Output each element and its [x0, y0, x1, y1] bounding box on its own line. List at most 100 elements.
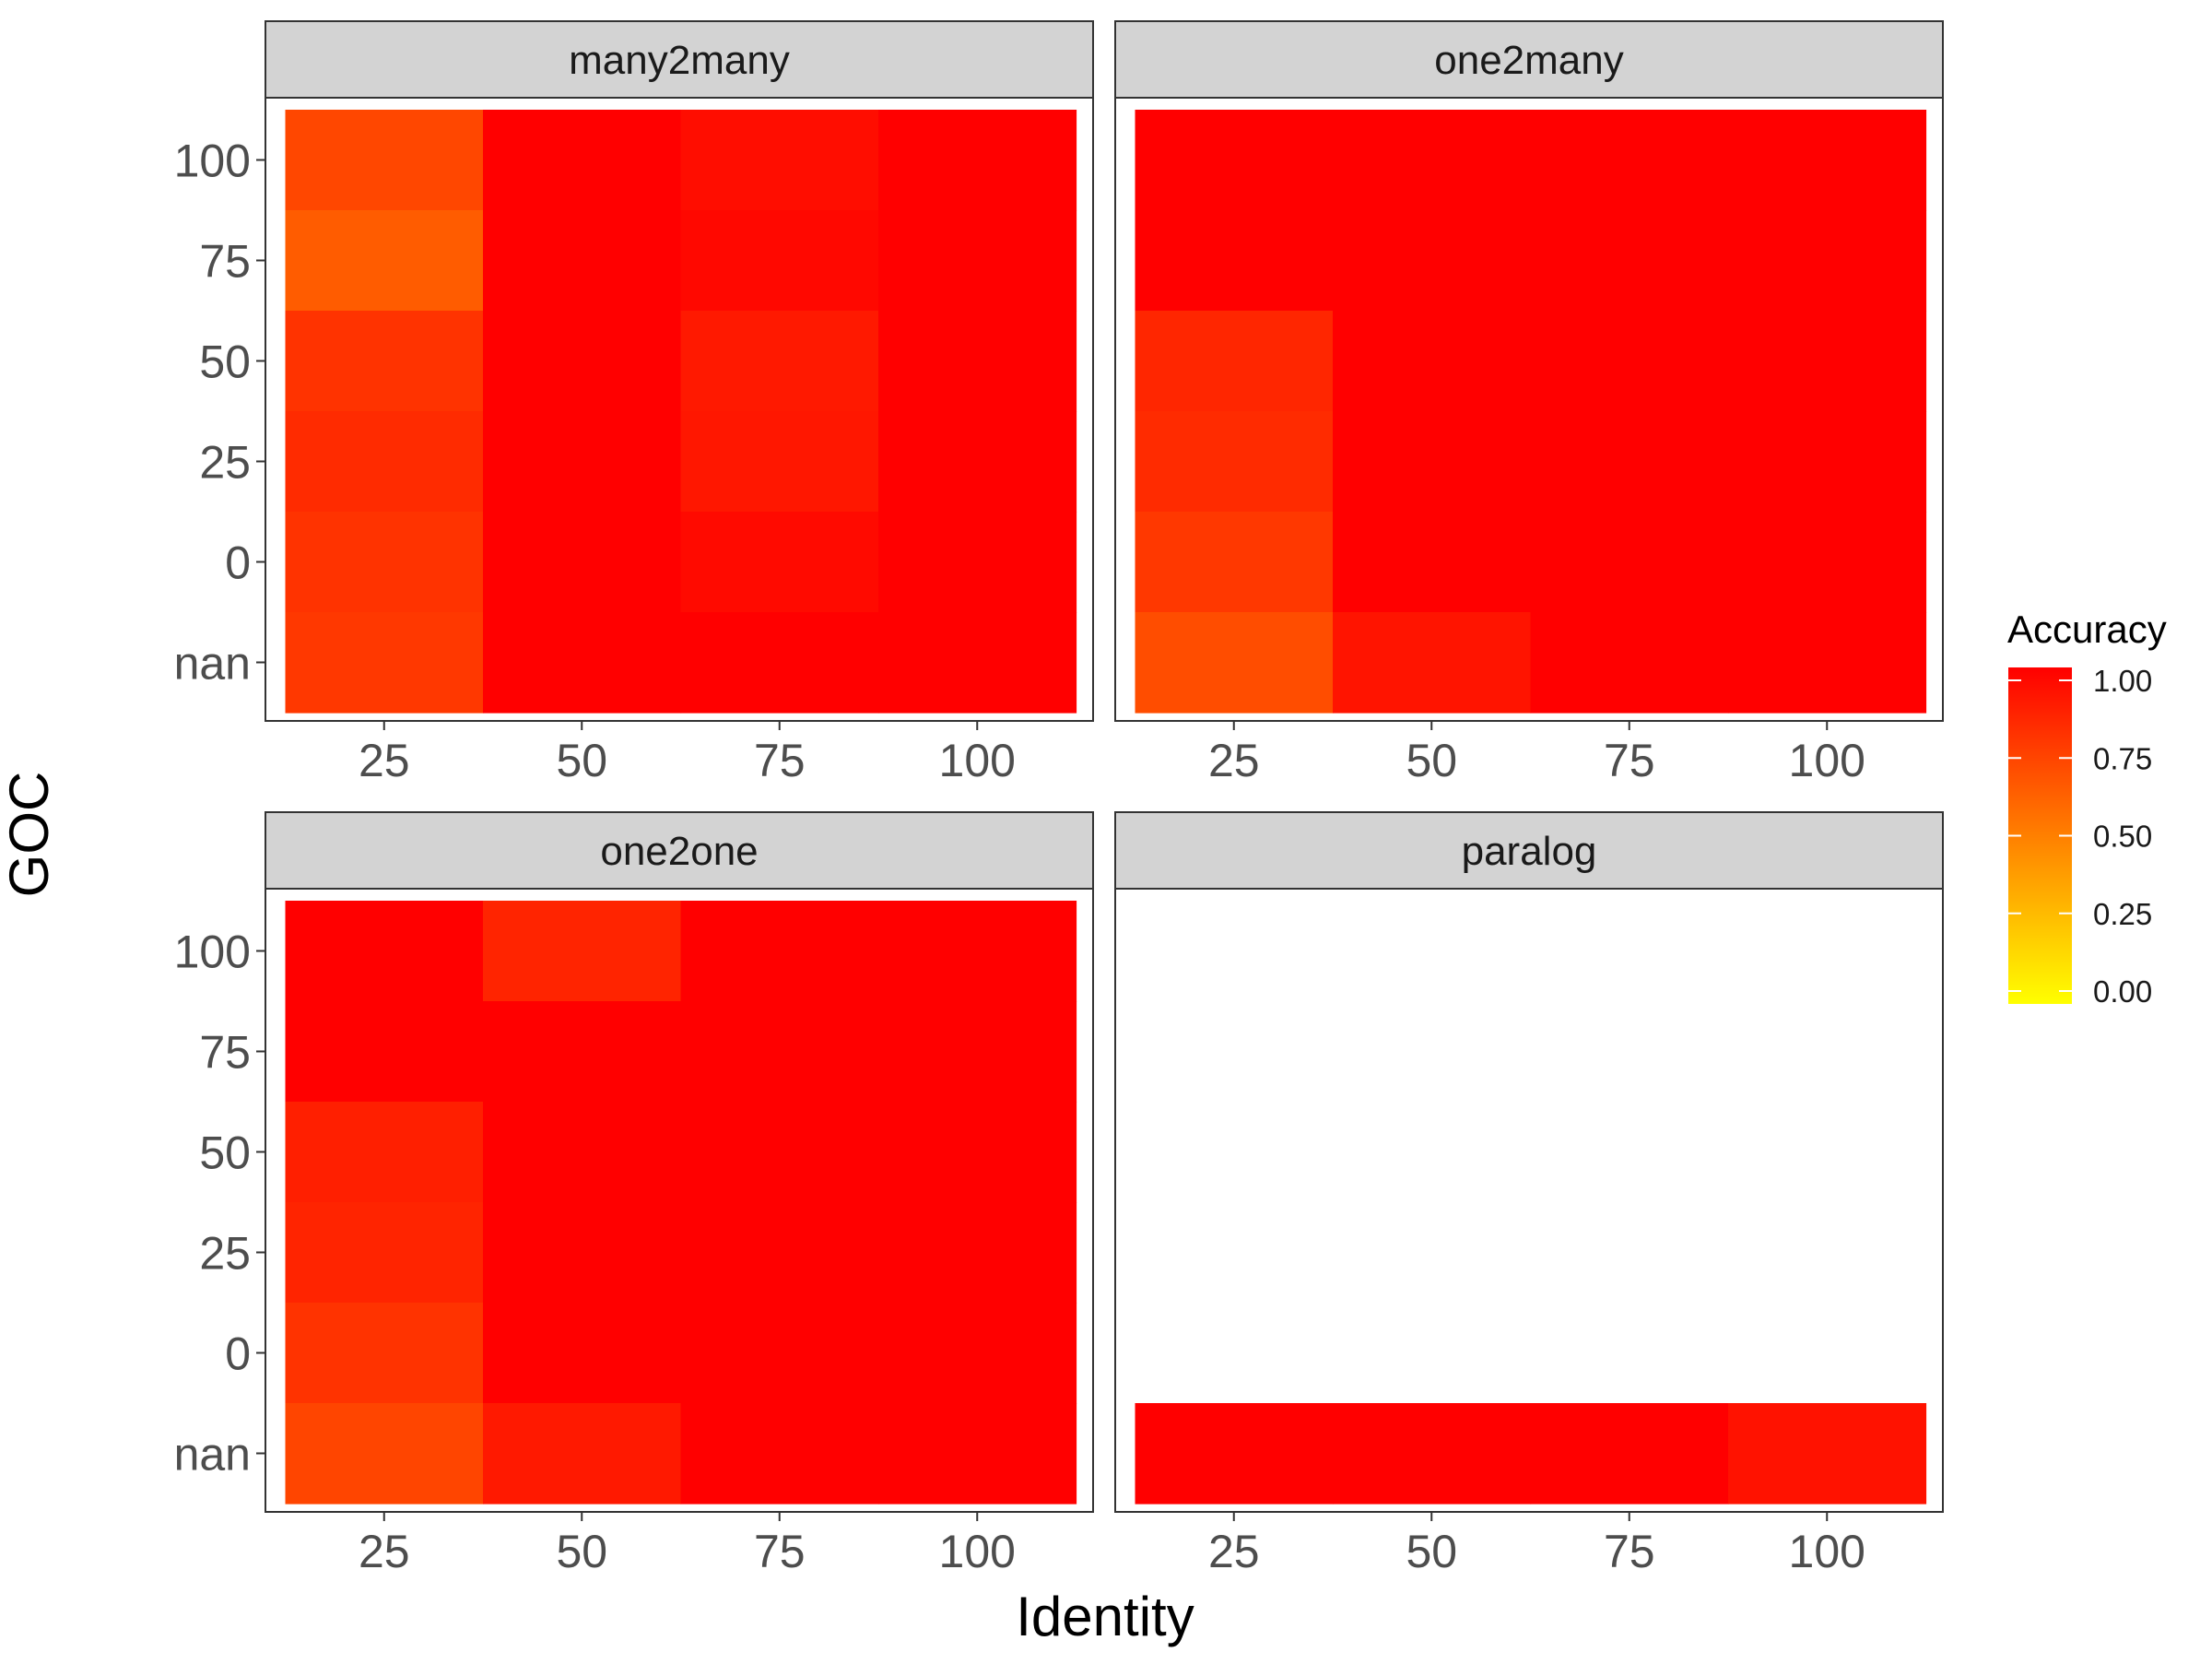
heatmap-cell: [483, 311, 682, 412]
heatmap-cell: [680, 1001, 879, 1103]
heatmap-cell: [878, 512, 1077, 613]
legend-title: Accuracy: [2007, 608, 2167, 651]
heatmap-cell: [680, 1403, 879, 1505]
facet-panels: many2many 25 50 75 100 nan 0 25 50 75 100 one2many 2…: [174, 20, 1944, 1577]
facet-strip-label: one2one: [600, 829, 758, 874]
heatmap-cell: [1333, 311, 1532, 412]
heatmap-cell: [1333, 512, 1532, 613]
heatmap-cell: [680, 612, 879, 714]
heatmap-cell: [1530, 110, 1729, 211]
heatmap-cell: [285, 1102, 484, 1203]
y-tick-label: 25: [199, 1228, 251, 1280]
facet-strip: [1114, 811, 1944, 890]
heatmap-cell: [878, 311, 1077, 412]
heatmap-cell: [285, 612, 484, 714]
x-tick-label: 100: [1789, 735, 1865, 786]
heatmap-cell: [285, 411, 484, 513]
x-tick-label: 75: [754, 735, 806, 786]
heatmap-cell: [878, 1403, 1077, 1505]
heatmap-cell: [1728, 110, 1927, 211]
heatmap-cell: [680, 1202, 879, 1304]
heatmap-cell: [1530, 1403, 1729, 1505]
heatmap-cell: [285, 512, 484, 613]
legend-tick-label: 0.75: [2093, 741, 2152, 775]
heatmap-cell: [483, 512, 682, 613]
heatmap-cell: [483, 1102, 682, 1203]
heatmap-cell: [285, 1303, 484, 1404]
x-tick-label: 25: [1208, 1526, 1260, 1577]
heatmap-cell: [285, 901, 484, 1002]
heatmap-cell: [285, 110, 484, 211]
heatmap-cell: [1333, 110, 1532, 211]
legend-tick-label: 1.00: [2093, 664, 2152, 698]
heatmap-cell: [680, 512, 879, 613]
heatmap-cell: [1333, 411, 1532, 513]
heatmap-cell: [680, 901, 879, 1002]
panel-border: [1114, 97, 1944, 722]
heatmap-cell: [878, 1303, 1077, 1404]
legend-tick-label: 0.50: [2093, 820, 2152, 854]
x-tick-label: 50: [1406, 1526, 1457, 1577]
heatmap-cell: [1728, 512, 1927, 613]
legend-tick-label: 0.00: [2093, 974, 2152, 1009]
x-tick-label: 25: [359, 1526, 410, 1577]
heatmap-cell: [483, 411, 682, 513]
y-tick-label: 100: [174, 926, 251, 978]
heatmap-cell: [285, 1403, 484, 1505]
facet-strip: [265, 20, 1094, 99]
y-tick-label: 50: [199, 336, 251, 388]
facet-panel-paralog: paralog 25 50 75 100: [1114, 811, 1944, 1577]
heatmap-cell: [1530, 411, 1729, 513]
y-tick-label: nan: [174, 638, 251, 690]
heatmap-cell: [1728, 1403, 1927, 1505]
x-tick-label: 50: [556, 735, 607, 786]
x-tick-label: 25: [359, 735, 410, 786]
heatmap-cell: [1530, 210, 1729, 312]
legend-tick-label: 0.25: [2093, 897, 2152, 931]
legend: Accuracy 0.00 0.25 0.50 0.75 1.00: [2007, 608, 2167, 1009]
x-tick-label: 100: [939, 735, 1016, 786]
y-tick-label: 75: [199, 1027, 251, 1079]
heatmap-cell: [878, 1001, 1077, 1103]
x-axis-title: Identity: [1016, 1586, 1194, 1647]
heatmap-cell: [1135, 612, 1334, 714]
heatmap-cell: [1728, 311, 1927, 412]
heatmap-cell: [680, 311, 879, 412]
heatmap-cell: [285, 210, 484, 312]
facet-strip: [265, 811, 1094, 890]
heatmap-cell: [878, 612, 1077, 714]
panel-border: [265, 97, 1094, 722]
facet-strip-label: many2many: [569, 38, 790, 83]
heatmap-cell: [680, 210, 879, 312]
facet-panel-one2one: one2one 25 50 75 100 nan 0 25 50 75 100: [174, 811, 1094, 1577]
heatmap-cell: [1530, 311, 1729, 412]
y-tick-label: 0: [225, 537, 251, 589]
heatmap-cell: [680, 1102, 879, 1203]
y-tick-label: 50: [199, 1127, 251, 1179]
heatmap-cell: [1530, 512, 1729, 613]
y-tick-label: nan: [174, 1429, 251, 1481]
heatmap-cell: [1135, 110, 1334, 211]
y-tick-label: 75: [199, 236, 251, 288]
heatmap-cell: [483, 110, 682, 211]
panel-border: [1114, 888, 1944, 1513]
heatmap-cell: [1728, 210, 1927, 312]
heatmap-cell: [1728, 612, 1927, 714]
panel-border: [265, 888, 1094, 1513]
heatmap-cell: [1135, 311, 1334, 412]
facet-panel-one2many: one2many 25 50 75 100: [1114, 20, 1944, 786]
heatmap-cell: [483, 1303, 682, 1404]
heatmap-cell: [680, 411, 879, 513]
heatmap-cell: [878, 1202, 1077, 1304]
heatmap-cell: [1530, 612, 1729, 714]
heatmap-cell: [680, 1303, 879, 1404]
facet-panel-many2many: many2many 25 50 75 100 nan 0 25 50 75 100: [174, 20, 1094, 786]
x-tick-label: 50: [556, 1526, 607, 1577]
x-tick-label: 75: [1604, 735, 1655, 786]
heatmap-cell: [878, 901, 1077, 1002]
heatmap-cell: [1333, 1403, 1532, 1505]
heatmap-cell: [483, 1403, 682, 1505]
heatmap-cell: [1135, 512, 1334, 613]
x-tick-label: 25: [1208, 735, 1260, 786]
